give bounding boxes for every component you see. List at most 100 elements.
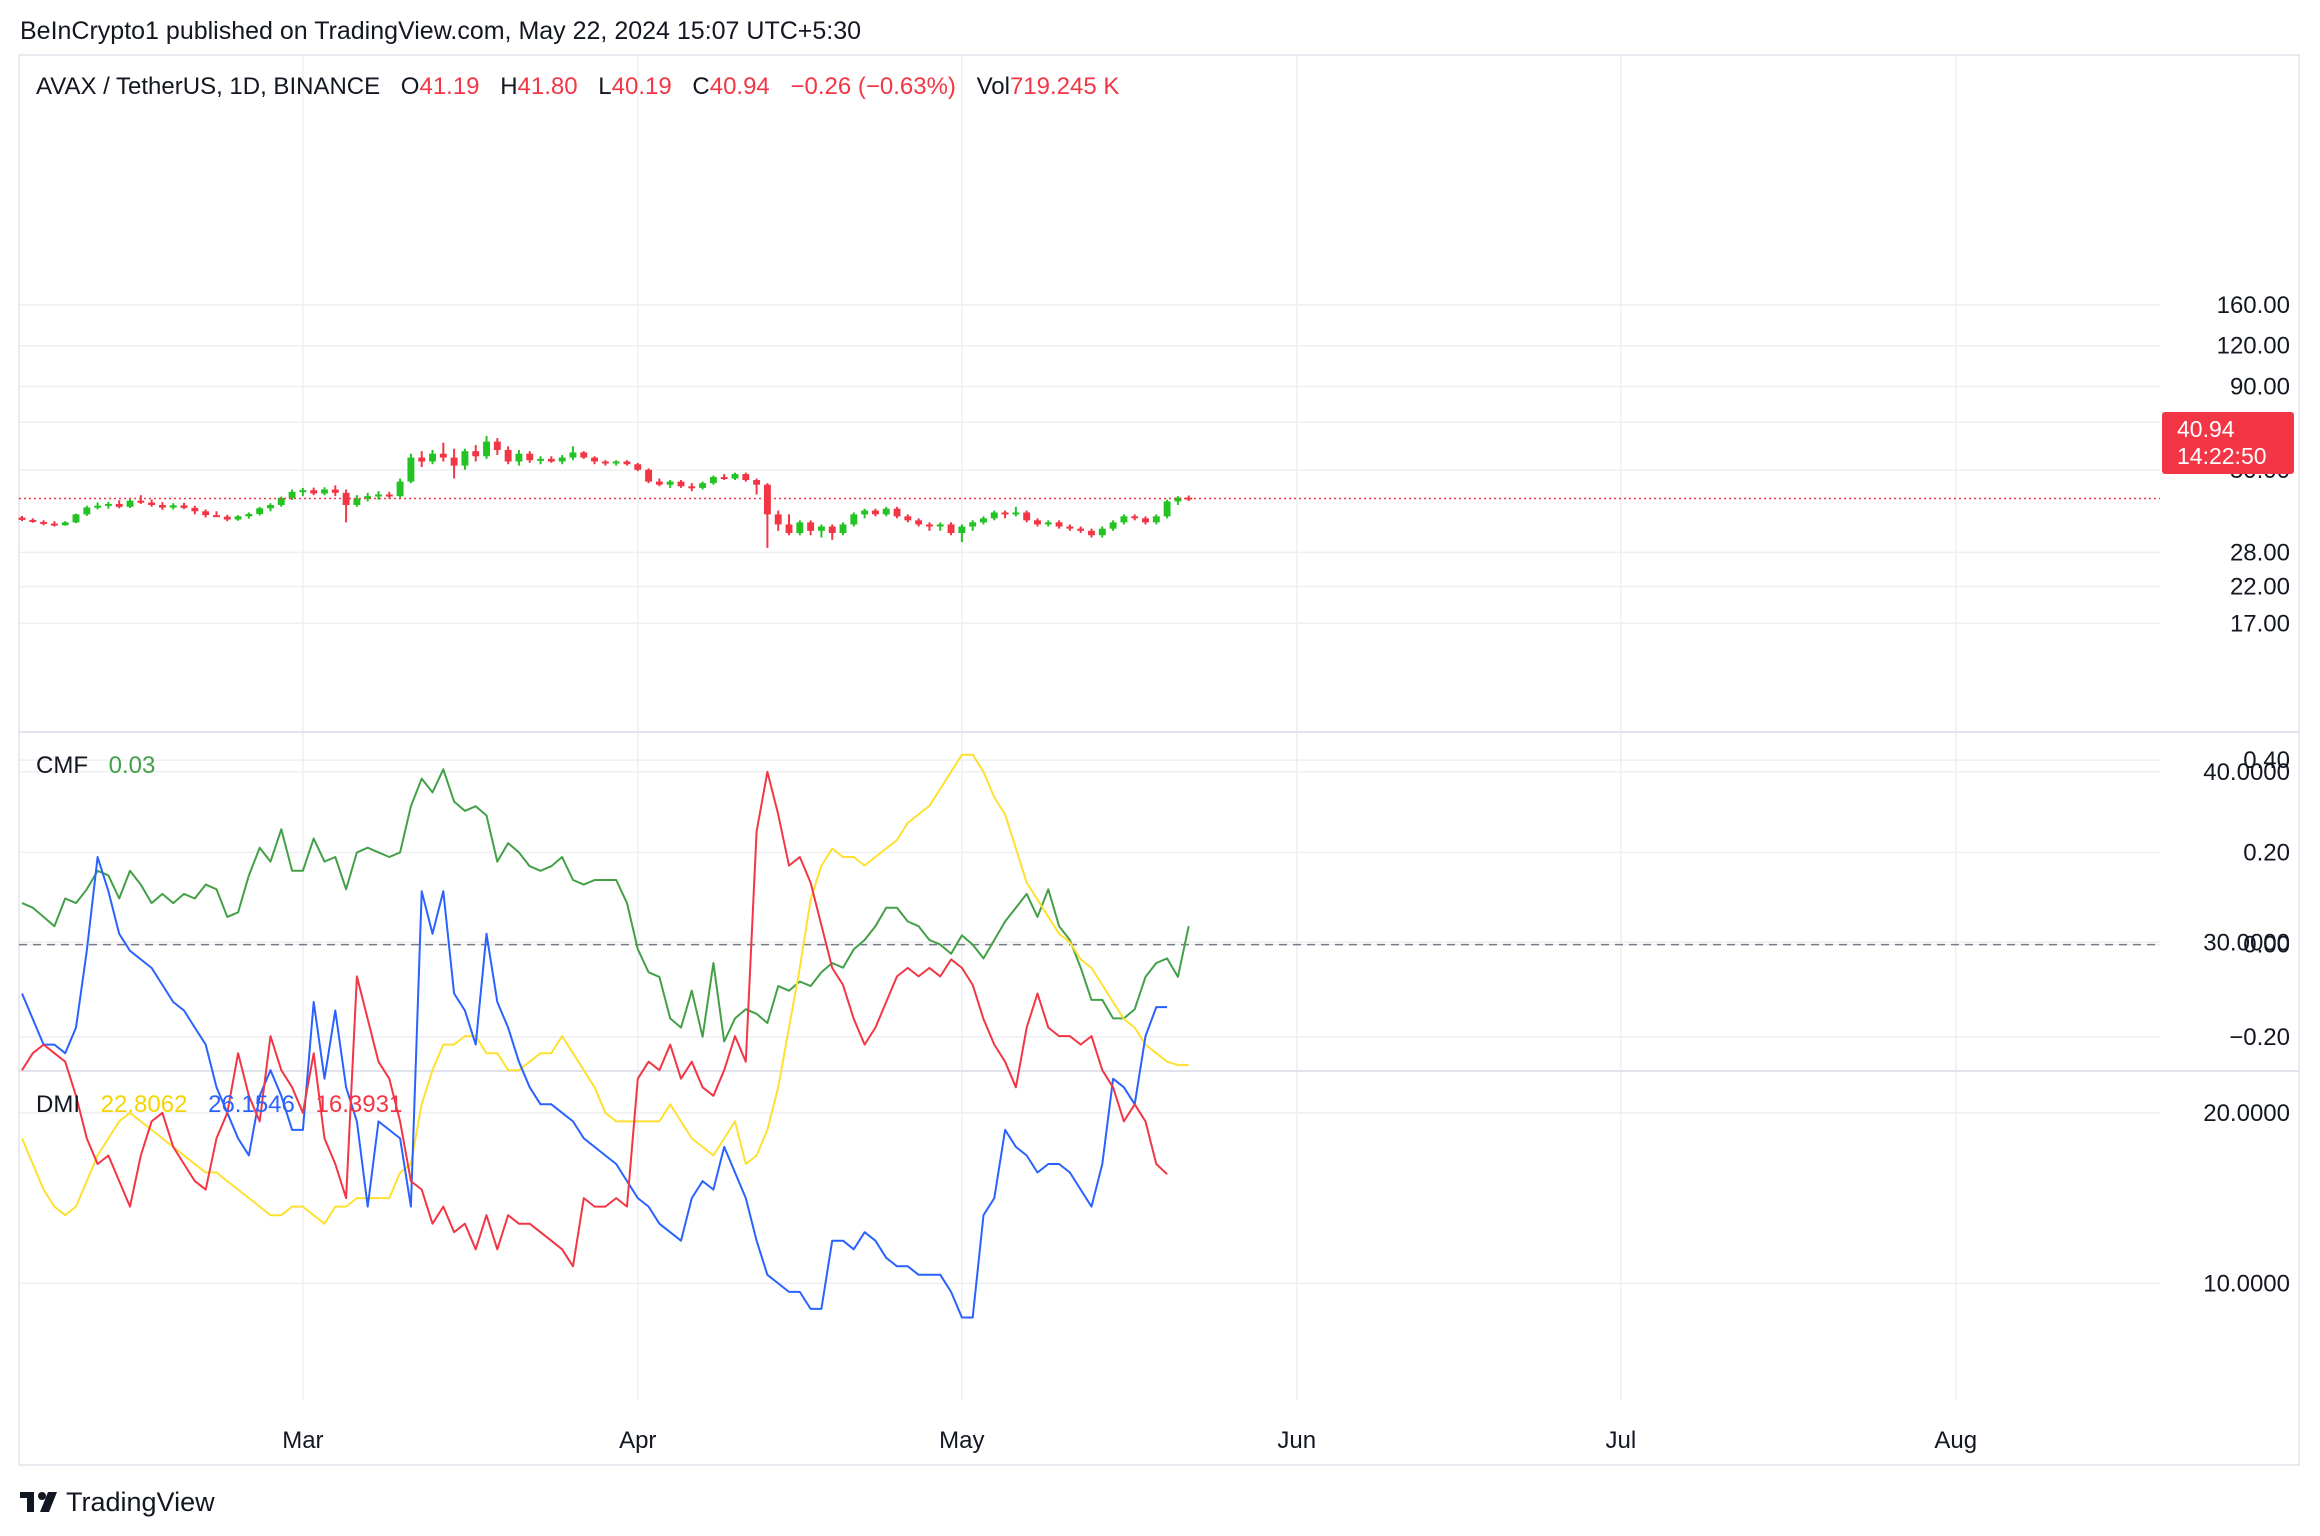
tradingview-brand[interactable]: TradingView [20,1487,215,1517]
candle-body [104,503,112,506]
candle-body [850,514,858,525]
dmi-legend: DMI 22.8062 26.1546 16.3931 [36,1091,402,1118]
volume-label: Vol [977,73,1010,100]
candle-body [666,481,674,485]
price-badge-bg [2162,412,2294,474]
y-tick-label: 40.0000 [2203,759,2290,786]
close-value: 40.94 [710,73,770,100]
candle-body [796,522,804,534]
x-tick-label: Jul [1605,1427,1636,1454]
x-tick-label: May [939,1427,984,1454]
candle-body [299,490,307,493]
candle-body [202,511,210,516]
candle-body [882,508,890,515]
plus-di-series-line [21,856,1168,1319]
candle-body [1001,512,1009,515]
candle-body [839,524,847,534]
candle-body [180,505,188,508]
candle-body [623,461,631,465]
cmf-pane[interactable] [19,768,2160,1043]
candle-body [1077,528,1085,531]
candle-body [537,458,544,461]
candle-body [18,517,26,520]
candle-body [353,498,361,505]
candle-body [731,474,739,479]
candle-body [925,524,933,527]
y-tick-label: 0.00 [2243,932,2290,959]
candle-body [688,486,696,489]
price-pane[interactable] [18,435,2160,548]
candle-body [310,490,318,494]
y-tick-label: 0.40 [2243,747,2290,774]
candle-body [861,510,869,515]
high-label: H [500,73,517,100]
candle-body [321,489,328,494]
candle-body [429,453,436,462]
y-tick-label: −0.20 [2229,1024,2290,1051]
y-tick-label: 17.00 [2230,610,2290,637]
dmi-title[interactable]: DMI [36,1091,80,1118]
candle-body [634,464,642,470]
high-value: 41.80 [518,73,578,100]
publisher-caption: BeInCrypto1 published on TradingView.com… [20,17,861,45]
price-badge-price: 40.94 [2177,416,2235,442]
candle-body [645,469,653,482]
candle-body [742,474,750,481]
chart-frame [18,54,2300,1466]
current-price-badge: 40.94 14:22:50 [2162,412,2294,474]
candle-body [947,524,955,534]
y-tick-label: 10.0000 [2203,1270,2290,1297]
cmf-title[interactable]: CMF [36,752,88,779]
candle-body [1023,512,1031,521]
candle-body [591,457,599,462]
candle-body [1109,522,1117,529]
candle-body [245,513,253,517]
adx-value: 22.8062 [101,1091,188,1118]
x-tick-label: Jun [1277,1427,1316,1454]
volume-value: 719.245 K [1010,73,1119,100]
candle-body [29,519,37,522]
y-tick-label: 120.00 [2217,333,2290,360]
candle-body [375,494,382,497]
candle-body [893,508,901,517]
candle-body [547,458,555,462]
y-tick-label: 30.0000 [2203,929,2290,956]
dmi-pane[interactable] [21,753,1189,1319]
candle-body [439,453,447,458]
candle-body [1088,530,1095,536]
open-label: O [401,73,420,100]
candle-body [569,452,577,458]
candle-body [871,510,879,515]
candle-body [558,457,566,462]
candle-body [1055,522,1063,527]
minus-di-series-line [21,770,1168,1268]
candle-body [936,524,944,527]
x-tick-label: Apr [619,1427,656,1454]
candle-body [342,492,350,505]
adx-series-line [21,753,1189,1225]
candle-body [1034,520,1041,525]
candle-body [407,457,415,482]
open-value: 41.19 [419,73,479,100]
symbol-label[interactable]: AVAX / TetherUS, 1D, BINANCE [36,73,380,100]
candle-body [169,505,177,508]
candle-body [753,480,761,485]
y-tick-label: 0.20 [2243,839,2290,866]
candle-body [774,514,782,525]
candle-body [655,481,663,485]
candle-body [699,483,707,488]
candle-body [958,526,966,534]
candle-body [763,484,771,515]
candle-body [1044,522,1052,525]
candle-body [126,500,134,507]
candle-body [50,523,58,526]
axes: MarAprMayJunJulAug160.00120.0090.0070.00… [282,292,2290,1454]
y-tick-label: 20.0000 [2203,1100,2290,1127]
candle-body [904,516,912,521]
grid-layer [19,55,2160,1400]
candle-body [990,512,998,519]
candle-body [720,477,728,480]
candle-body [828,526,836,534]
y-tick-label: 160.00 [2217,292,2290,319]
